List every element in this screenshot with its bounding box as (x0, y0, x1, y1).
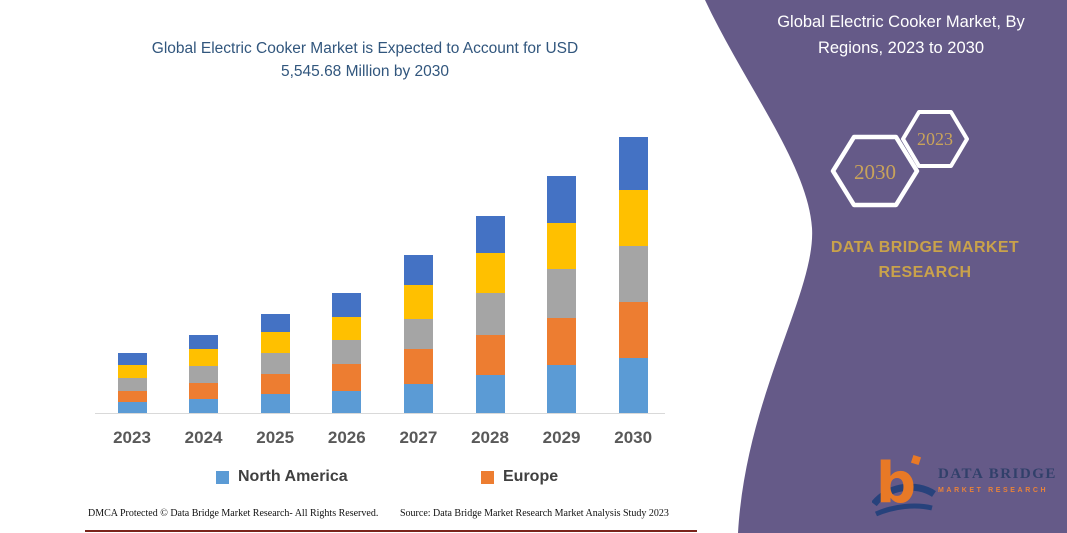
logo-b-icon: b (872, 452, 936, 517)
x-axis-label-2023: 2023 (113, 428, 151, 447)
legend-label: Europe (503, 468, 559, 485)
bar-segment-series-3-2030 (618, 246, 648, 303)
x-axis-label-2029: 2029 (542, 428, 581, 447)
hexagon-2030-label: 2030 (854, 160, 896, 184)
bar-2024 (189, 335, 219, 413)
bar-segment-europe-2028 (475, 334, 505, 375)
bar-segment-series-4-2028 (475, 252, 505, 293)
logo-name: DATA BRIDGE (938, 466, 1057, 482)
bar-2027 (403, 255, 433, 413)
brand-line1: DATA BRIDGE MARKET (830, 239, 1020, 256)
bar-2028 (475, 216, 505, 413)
plot-area (95, 95, 665, 414)
x-axis-line (95, 413, 665, 414)
chart-title-line2: 5,545.68 Million by 2030 (280, 63, 450, 81)
hexagon-2030-icon (830, 134, 920, 208)
logo-tagline: MARKET RESEARCH (938, 487, 1049, 494)
chart-legend: North America Europe (0, 468, 700, 492)
chart-title-line1: Global Electric Cooker Market is Expecte… (151, 40, 579, 57)
bar-segment-europe-2025 (260, 374, 290, 394)
bar-2029 (547, 176, 577, 413)
bar-segment-series-3-2029 (547, 269, 577, 319)
x-axis-label-2024: 2024 (184, 428, 223, 447)
bar-segment-north-america-2030 (618, 358, 648, 413)
x-axis-label-2028: 2028 (471, 428, 509, 447)
legend-swatch-icon (216, 470, 229, 484)
bar-segment-series-5-2025 (260, 313, 290, 332)
bar-segment-series-3-2028 (475, 292, 505, 335)
bar-segment-north-america-2026 (332, 391, 362, 413)
bar-segment-europe-2027 (403, 349, 433, 384)
bar-2030 (618, 137, 648, 413)
bar-segment-series-5-2030 (618, 137, 648, 191)
bar-segment-series-3-2024 (189, 366, 219, 384)
bar-segment-series-5-2027 (403, 255, 433, 286)
bar-segment-series-4-2030 (618, 190, 648, 247)
footer-dmca-text: DMCA Protected © Data Bridge Market Rese… (88, 508, 379, 519)
side-panel-title-line2: Regions, 2023 to 2030 (817, 38, 985, 57)
bar-segment-series-3-2025 (260, 353, 290, 374)
bar-segment-series-4-2023 (117, 365, 147, 379)
bar-segment-north-america-2028 (475, 374, 505, 413)
bar-segment-series-3-2027 (403, 319, 433, 350)
legend-swatch-icon (481, 470, 494, 484)
bar-2025 (260, 313, 290, 413)
x-axis-label-2025: 2025 (256, 428, 295, 447)
legend-item-north-america: North America (216, 468, 348, 486)
bar-segment-north-america-2023 (117, 402, 147, 413)
x-axis-label-2026: 2026 (327, 428, 366, 447)
bar-segment-series-4-2027 (403, 285, 433, 320)
bar-segment-north-america-2027 (403, 384, 433, 413)
side-panel-title: Global Electric Cooker Market, By Region… (751, 10, 1051, 61)
brand-wordmark: DATA BRIDGE MARKET RESEARCH (795, 236, 1055, 286)
side-panel-title-line1: Global Electric Cooker Market, By (777, 13, 1025, 31)
bar-2026 (332, 293, 362, 413)
bar-segment-europe-2024 (189, 383, 219, 400)
hexagon-2023-label: 2023 (917, 129, 953, 149)
bar-segment-europe-2030 (618, 302, 648, 359)
footer-source-text: Source: Data Bridge Market Research Mark… (400, 508, 669, 519)
bar-segment-series-3-2023 (117, 378, 147, 392)
bar-segment-series-4-2029 (547, 223, 577, 269)
bar-segment-series-4-2026 (332, 317, 362, 341)
bar-segment-series-5-2026 (332, 293, 362, 318)
legend-label: North America (238, 468, 348, 485)
x-axis-label-2027: 2027 (399, 428, 438, 447)
bar-segment-europe-2026 (332, 364, 362, 392)
chart-title: Global Electric Cooker Market is Expecte… (95, 37, 635, 84)
bar-segment-europe-2029 (547, 318, 577, 365)
hexagon-year-badges: 2030 2023 (830, 110, 969, 208)
logo-text-block: DATA BRIDGE MARKET RESEARCH (938, 466, 1057, 494)
bar-segment-north-america-2025 (260, 394, 290, 413)
hexagon-2023-icon (901, 110, 969, 168)
bar-segment-series-5-2024 (189, 335, 219, 350)
bar-segment-europe-2023 (117, 391, 147, 403)
bar-2023 (117, 353, 147, 413)
data-bridge-logo: b DATA BRIDGE MARKET RESEARCH (872, 452, 1062, 524)
bar-segment-series-5-2028 (475, 216, 505, 253)
footer-divider-line (85, 530, 697, 532)
bar-segment-north-america-2029 (547, 364, 577, 413)
bar-segment-series-3-2026 (332, 340, 362, 364)
bar-segment-north-america-2024 (189, 399, 219, 413)
x-axis-label-2030: 2030 (614, 428, 653, 447)
bar-segment-series-4-2024 (189, 349, 219, 367)
side-panel-background (705, 0, 1067, 533)
bar-segment-series-5-2029 (547, 176, 577, 223)
bar-segment-series-4-2025 (260, 332, 290, 353)
bar-segment-series-5-2023 (117, 353, 147, 366)
brand-line2: RESEARCH (878, 263, 972, 281)
legend-item-europe: Europe (481, 468, 558, 486)
